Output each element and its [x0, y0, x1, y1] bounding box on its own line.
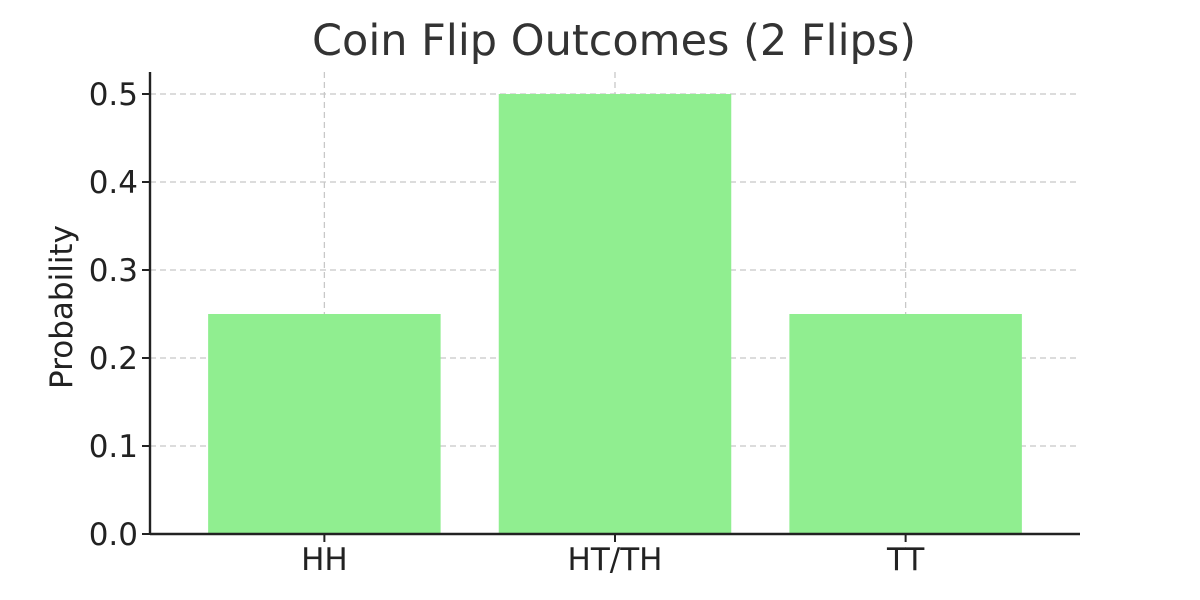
y-tick-label: 0.1 [89, 429, 138, 465]
y-tick-label: 0.0 [89, 517, 138, 553]
y-tick-label: 0.5 [89, 77, 138, 113]
axes-layer [142, 72, 1080, 542]
bars-layer [208, 94, 1022, 534]
chart-title: Coin Flip Outcomes (2 Flips) [312, 16, 916, 66]
labels-layer: 0.0 0.1 0.2 0.3 0.4 0.5 HH HT/TH TT [89, 77, 926, 578]
y-tick-label: 0.4 [89, 165, 138, 201]
y-tick-label: 0.3 [89, 253, 138, 289]
bar-hh [208, 314, 441, 534]
x-tick-label: HH [301, 542, 348, 578]
bar-tt [789, 314, 1022, 534]
x-tick-label: TT [886, 542, 925, 578]
x-tick-label: HT/TH [568, 542, 663, 578]
y-axis-label: Probability [44, 225, 80, 389]
y-tick-label: 0.2 [89, 341, 138, 377]
bar-ht-th [498, 94, 732, 534]
